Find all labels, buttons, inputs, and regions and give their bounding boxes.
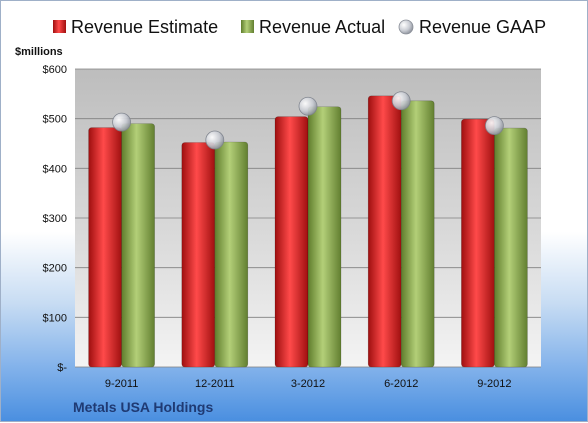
y-tick-label: $500: [43, 114, 67, 126]
legend-swatch-revenue-actual: [241, 20, 254, 33]
x-tick-label: 9-2012: [477, 378, 511, 390]
bar-revenue-estimate: [181, 142, 216, 368]
y-axis-unit-label: $millions: [15, 46, 63, 58]
y-tick-label: $600: [43, 64, 67, 76]
legend-label-revenue-estimate: Revenue Estimate: [71, 17, 218, 37]
legend-swatch-revenue-estimate: [53, 20, 66, 33]
bar-revenue-estimate: [88, 127, 122, 368]
legend-label-revenue-gaap: Revenue GAAP: [419, 17, 546, 37]
bar-revenue-estimate: [461, 118, 495, 368]
legend-marker-revenue-gaap: [398, 19, 414, 35]
bar-revenue-actual: [214, 141, 249, 368]
x-tick-label: 6-2012: [384, 378, 418, 390]
legend: Revenue Estimate Revenue Actual Revenue …: [53, 17, 546, 37]
bars: [88, 95, 528, 368]
legend-item-revenue-estimate: Revenue Estimate: [53, 17, 218, 37]
y-tick-label: $300: [43, 213, 67, 225]
legend-label-revenue-actual: Revenue Actual: [259, 17, 385, 37]
y-tick-label: $200: [43, 263, 67, 275]
y-tick-label: $100: [43, 312, 67, 324]
marker-revenue-gaap: [484, 116, 504, 136]
bar-revenue-estimate: [274, 116, 309, 368]
y-tick-label: $400: [43, 163, 67, 175]
marker-revenue-gaap: [298, 96, 318, 116]
x-axis-ticks: 9-2011 12-2011 3-2012 6-2012 9-2012: [105, 378, 512, 390]
marker-revenue-gaap: [391, 91, 411, 111]
marker-revenue-gaap: [112, 112, 131, 132]
bar-revenue-actual: [400, 100, 435, 368]
x-tick-label: 12-2011: [195, 378, 235, 390]
y-axis-ticks: $- $100 $200 $300 $400 $500 $600: [43, 64, 68, 374]
y-tick-label: $-: [57, 362, 67, 374]
legend-item-revenue-actual: Revenue Actual: [241, 17, 385, 37]
marker-revenue-gaap: [205, 130, 225, 150]
company-name: Metals USA Holdings: [73, 399, 213, 415]
gaap-markers: [112, 91, 504, 150]
x-tick-label: 9-2011: [105, 378, 138, 390]
bar-revenue-actual: [307, 106, 342, 368]
bar-revenue-estimate: [367, 95, 402, 368]
x-tick-label: 3-2012: [291, 378, 325, 390]
legend-item-revenue-gaap: Revenue GAAP: [398, 17, 546, 37]
bar-revenue-actual: [494, 127, 528, 368]
bar-revenue-actual: [121, 123, 155, 368]
